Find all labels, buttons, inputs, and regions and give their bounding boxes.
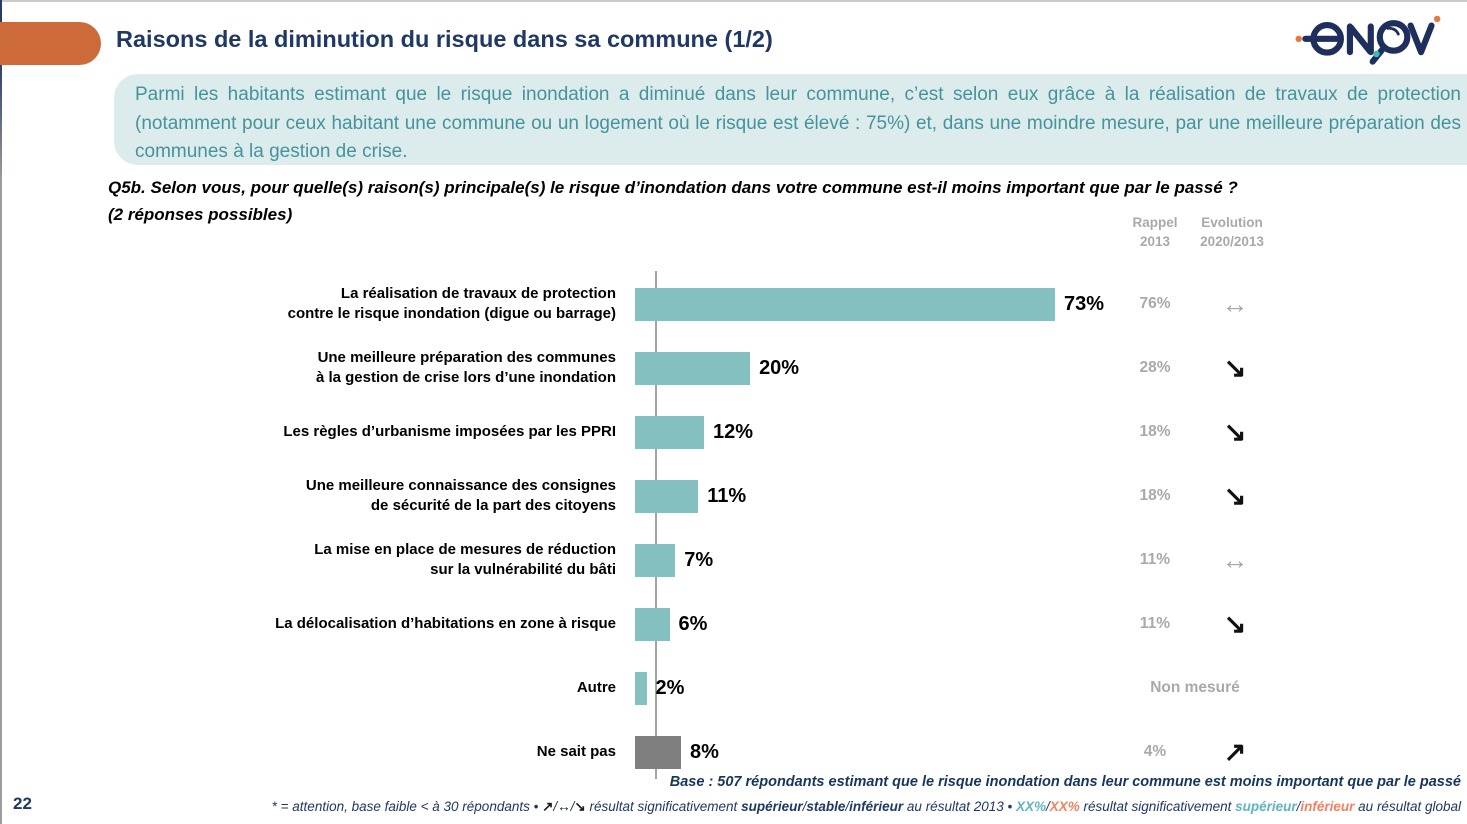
bar xyxy=(635,351,751,385)
bar-zone: 73% xyxy=(635,272,1115,336)
title-accent-pill xyxy=(0,22,101,65)
bar-zone: 12% xyxy=(635,400,1115,464)
bar-zone: 8% xyxy=(635,720,1115,784)
bar-zone: 20% xyxy=(635,336,1115,400)
column-header-evolution: Evolution 2020/2013 xyxy=(1200,215,1264,249)
chart-row: Les règles d’urbanisme imposées par les … xyxy=(0,400,1467,464)
category-label: Une meilleure connaissance des consignes… xyxy=(305,476,616,515)
bar-zone: 11% xyxy=(635,464,1115,528)
chart-row: La délocalisation d’habitations en zone … xyxy=(0,592,1467,656)
legend-part: XX% xyxy=(1049,799,1080,814)
category-label: Les règles d’urbanisme imposées par les … xyxy=(283,422,616,440)
chart-row: La réalisation de travaux de protection … xyxy=(0,272,1467,336)
rappel-2013-value: 11% xyxy=(1139,551,1171,568)
bar-chart: La réalisation de travaux de protection … xyxy=(0,272,1467,784)
rappel-2013-value: 11% xyxy=(1139,615,1171,632)
enov-logo xyxy=(1295,15,1441,65)
category-label: La mise en place de mesures de réduction… xyxy=(314,540,616,579)
logo-dot-left-orange xyxy=(1295,35,1302,43)
slide-left-edge-line xyxy=(0,0,2,824)
evolution-arrow-stable-icon: ↔ xyxy=(1221,544,1249,575)
category-label: La réalisation de travaux de protection … xyxy=(287,284,616,323)
category-label: Ne sait pas xyxy=(536,742,616,760)
slide-top-border xyxy=(0,0,1467,2)
category-label: Une meilleure préparation des communes à… xyxy=(315,348,616,387)
category-label: Autre xyxy=(576,678,616,696)
rappel-2013-value: 18% xyxy=(1139,487,1171,504)
chart-row: Autre 2% Non mesuré xyxy=(0,656,1467,720)
rappel-2013-value: 4% xyxy=(1143,743,1167,760)
bar-value-label: 73% xyxy=(1064,292,1105,315)
bar-value-label: 6% xyxy=(678,612,708,635)
bar-value-label: 12% xyxy=(713,420,754,443)
page-number: 22 xyxy=(13,794,32,813)
legend-part: inférieur xyxy=(849,799,904,814)
base-note: Base : 507 répondants estimant que le ri… xyxy=(669,774,1461,790)
evolution-arrow-up-icon: ↗ xyxy=(1223,736,1247,767)
logo-dot-teal xyxy=(1373,50,1380,58)
bar-zone: 7% xyxy=(635,528,1115,592)
bar-zone: 6% xyxy=(635,592,1115,656)
bar xyxy=(635,607,670,641)
bar xyxy=(635,479,699,513)
rappel-2013-value: 76% xyxy=(1139,295,1171,312)
category-label: La délocalisation d’habitations en zone … xyxy=(275,614,616,632)
legend-part: / xyxy=(1296,799,1301,814)
bar-value-label: 7% xyxy=(684,548,714,571)
rappel-2013-value: Non mesuré xyxy=(1150,679,1240,696)
question-block: Q5b. Selon vous, pour quelle(s) raison(s… xyxy=(108,174,1238,228)
column-header-rappel-2013: Rappel 2013 xyxy=(1132,215,1178,249)
bar xyxy=(635,735,682,769)
legend-part: / xyxy=(570,799,575,814)
evolution-arrow-stable-icon: ↔ xyxy=(1221,288,1249,319)
legend-part: ↘ xyxy=(574,799,586,814)
page-title: Raisons de la diminution du risque dans … xyxy=(116,26,773,52)
legend-part: résultat significativement xyxy=(1079,799,1236,814)
bar-value-label: 8% xyxy=(690,740,719,763)
legend-part: / xyxy=(553,799,558,814)
evolution-arrow-down-icon: ↘ xyxy=(1223,480,1247,511)
legend-part: au résultat global xyxy=(1354,799,1461,814)
bar-value-label: 11% xyxy=(707,484,747,507)
summary-text: Parmi les habitants estimant que le risq… xyxy=(135,84,1461,162)
bar-value-label: 2% xyxy=(655,676,685,699)
legend-part: supérieur xyxy=(1235,799,1297,814)
footer-legend: * = attention, base faible < à 30 répond… xyxy=(272,799,1461,815)
legend-part: / xyxy=(1046,799,1050,814)
legend-part: inférieur xyxy=(1300,799,1355,814)
rappel-2013-value: 28% xyxy=(1139,359,1171,376)
bar xyxy=(635,287,1055,321)
magnifier-shine xyxy=(1386,26,1400,36)
evolution-arrow-down-icon: ↘ xyxy=(1223,352,1247,383)
evolution-arrow-down-icon: ↘ xyxy=(1223,416,1247,447)
logo-dot-right-orange xyxy=(1433,15,1441,23)
bar xyxy=(635,543,676,577)
legend-part: au résultat 2013 • xyxy=(903,799,1016,814)
chart-row: La mise en place de mesures de réduction… xyxy=(0,528,1467,592)
question-text: Q5b. Selon vous, pour quelle(s) raison(s… xyxy=(108,178,1238,197)
legend-part: XX% xyxy=(1015,799,1046,814)
question-note: (2 réponses possibles) xyxy=(108,205,293,224)
legend-part: ↔ xyxy=(557,799,571,814)
legend-part: / xyxy=(802,799,807,814)
evolution-arrow-down-icon: ↘ xyxy=(1223,608,1247,639)
chart-row: Une meilleure connaissance des consignes… xyxy=(0,464,1467,528)
legend-part: résultat significativement xyxy=(585,799,742,814)
legend-part: / xyxy=(845,799,850,814)
axis-line xyxy=(655,271,657,779)
rappel-2013-value: 18% xyxy=(1139,423,1171,440)
bar xyxy=(635,415,705,449)
bar-value-label: 20% xyxy=(759,356,800,379)
chart-row: Une meilleure préparation des communes à… xyxy=(0,336,1467,400)
legend-part: ↗ xyxy=(542,799,554,814)
chart-row: Ne sait pas 8% 4% ↗ xyxy=(0,720,1467,784)
legend-part: stable xyxy=(806,799,846,814)
legend-part: * = attention, base faible < à 30 répond… xyxy=(271,799,543,814)
bar-zone: 2% xyxy=(635,656,1115,720)
bar xyxy=(635,671,647,705)
summary-highlight-band: Parmi les habitants estimant que le risq… xyxy=(114,74,1467,165)
legend-part: supérieur xyxy=(741,799,803,814)
